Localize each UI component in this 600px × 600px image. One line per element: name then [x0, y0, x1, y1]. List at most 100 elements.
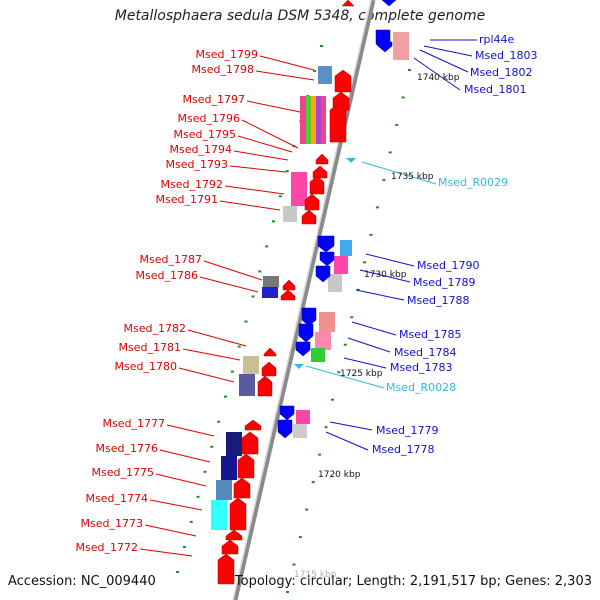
- rna-label[interactable]: Msed_R0028: [386, 381, 456, 394]
- forward-gene-arrow: [312, 165, 328, 179]
- gene-label[interactable]: Msed_1776: [96, 442, 158, 455]
- leader-line: [343, 357, 387, 369]
- leader-line: [199, 276, 259, 293]
- forward-gene-arrow: [233, 477, 251, 499]
- leader-line: [159, 449, 211, 463]
- leader-line: [255, 70, 315, 81]
- forward-gene-arrow: [309, 175, 325, 195]
- forward-gene-arrow: [237, 453, 255, 479]
- gene-label[interactable]: Msed_1772: [76, 541, 138, 554]
- gene-label[interactable]: Msed_1784: [394, 346, 456, 359]
- leader-line: [229, 165, 287, 173]
- accession-text: Accession: NC_009440: [8, 574, 156, 589]
- genome-backbone: [232, 0, 376, 600]
- leader-line: [233, 150, 289, 161]
- gene-block: [300, 96, 306, 144]
- gene-block: [316, 96, 321, 144]
- gene-block: [321, 96, 326, 144]
- leader-line: [259, 55, 315, 71]
- reverse-gene-arrow: [377, 41, 393, 53]
- gene-block: [221, 456, 237, 480]
- forward-gene-arrow: [329, 103, 347, 143]
- forward-gene-arrow: [225, 529, 243, 541]
- gene-label[interactable]: Msed_1798: [192, 63, 254, 76]
- forward-gene-arrow: [229, 497, 247, 531]
- reverse-gene-arrow: [381, 0, 397, 7]
- gene-block: [306, 96, 311, 144]
- leader-line: [224, 185, 285, 195]
- gene-label[interactable]: Msed_1781: [119, 341, 181, 354]
- gene-label[interactable]: Msed_1774: [86, 492, 148, 505]
- gene-label[interactable]: Msed_1801: [464, 83, 526, 96]
- forward-gene-arrow: [257, 375, 273, 397]
- forward-gene-arrow: [334, 69, 352, 93]
- gene-label[interactable]: Msed_1795: [174, 128, 236, 141]
- gene-label[interactable]: Msed_1788: [407, 294, 469, 307]
- gene-label[interactable]: Msed_1791: [156, 193, 218, 206]
- gene-block: [262, 287, 278, 298]
- gene-label[interactable]: Msed_1802: [470, 66, 532, 79]
- forward-gene-arrow: [241, 431, 259, 455]
- gene-label[interactable]: Msed_1780: [115, 360, 177, 373]
- leader-line: [246, 100, 301, 113]
- leader-line: [139, 548, 193, 557]
- forward-gene-arrow: [263, 347, 277, 357]
- gene-label[interactable]: Msed_1783: [390, 361, 452, 374]
- gene-block: [315, 332, 331, 350]
- gene-label[interactable]: Msed_1790: [417, 259, 479, 272]
- leader-line: [355, 289, 405, 301]
- gene-block: [283, 206, 297, 222]
- gene-block: [293, 424, 307, 438]
- leader-line-group: [139, 39, 477, 557]
- gene-label[interactable]: Msed_1782: [124, 322, 186, 335]
- leader-line: [144, 524, 197, 537]
- rna-label[interactable]: Msed_R0029: [438, 176, 508, 189]
- gene-label[interactable]: Msed_1778: [372, 443, 434, 456]
- leader-line: [203, 260, 263, 281]
- gene-label[interactable]: Msed_1787: [140, 253, 202, 266]
- forward-gene-arrow: [217, 553, 235, 585]
- gene-label[interactable]: Msed_1775: [92, 466, 154, 479]
- leader-line: [155, 473, 207, 487]
- gene-block: [328, 274, 342, 292]
- gene-block: [393, 32, 409, 60]
- gene-label[interactable]: Msed_1793: [166, 158, 228, 171]
- gene-label[interactable]: Msed_1786: [136, 269, 198, 282]
- gene-label[interactable]: Msed_1803: [475, 49, 537, 62]
- leader-line: [361, 161, 437, 185]
- leader-line: [365, 253, 415, 267]
- leader-line: [419, 49, 469, 73]
- gene-label[interactable]: Msed_1792: [161, 178, 223, 191]
- gene-label[interactable]: Msed_1785: [399, 328, 461, 341]
- leader-line: [347, 337, 391, 353]
- gene-block: [211, 500, 227, 530]
- leader-line: [305, 365, 385, 389]
- gene-label[interactable]: Msed_1796: [178, 112, 240, 125]
- gene-block: [263, 276, 279, 287]
- gene-label[interactable]: Msed_1789: [413, 276, 475, 289]
- gene-label[interactable]: Msed_1799: [196, 48, 258, 61]
- leader-line: [187, 329, 247, 347]
- tick-label: 1720 kbp: [318, 470, 361, 480]
- gene-label[interactable]: Msed_1777: [103, 417, 165, 430]
- gene-label[interactable]: Msed_1779: [376, 424, 438, 437]
- gene-label[interactable]: Msed_1773: [81, 517, 143, 530]
- gene-label[interactable]: rpl44e: [479, 33, 515, 46]
- forward-gene-arrow: [261, 361, 277, 377]
- forward-gene-arrow: [244, 419, 262, 431]
- leader-line: [413, 57, 461, 91]
- tick-label: 1740 kbp: [417, 73, 460, 83]
- gene-label[interactable]: Msed_1794: [170, 143, 232, 156]
- genome-title: Metallosphaera sedula DSM 5348, complete…: [114, 8, 486, 24]
- reverse-gene-arrow: [277, 419, 293, 439]
- leader-line: [178, 367, 235, 383]
- reverse-gene-arrow: [295, 341, 311, 357]
- gene-block: [296, 410, 310, 424]
- forward-gene-arrow: [282, 279, 296, 291]
- gene-label[interactable]: Msed_1797: [183, 93, 245, 106]
- reverse-gene-arrow: [279, 405, 295, 421]
- forward-gene-arrow: [304, 193, 320, 211]
- leader-line: [219, 200, 281, 211]
